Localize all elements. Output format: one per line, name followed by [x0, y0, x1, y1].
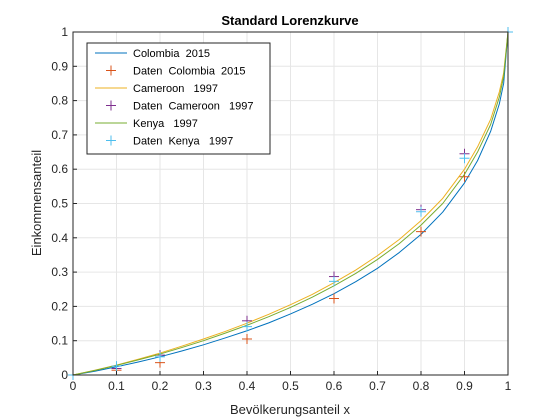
x-tick-label: 0 — [70, 379, 77, 393]
y-tick-label: 0.9 — [51, 59, 68, 73]
y-tick-label: 0.1 — [51, 334, 68, 348]
legend: Colombia 2015 Daten Colombia 2015 Cameroon… — [86, 42, 271, 155]
x-tick-label: 1 — [505, 379, 512, 393]
data-point — [111, 361, 122, 372]
y-tick-label: 0 — [61, 368, 68, 382]
y-axis-label: Einkommensanteil — [29, 150, 44, 256]
y-tick-label: 0.8 — [51, 94, 68, 108]
series-line-2 — [72, 31, 509, 376]
x-tick-label: 0.3 — [195, 379, 212, 393]
chart-title: Standard Lorenzkurve — [221, 13, 358, 28]
x-tick-label: 0.8 — [413, 379, 430, 393]
x-tick-label: 0.5 — [282, 379, 299, 393]
x-tick-label: 0.9 — [456, 379, 473, 393]
data-point — [242, 333, 252, 344]
data-point — [242, 321, 252, 332]
y-tick-label: 0.2 — [51, 299, 68, 313]
x-tick-label: 0.6 — [326, 379, 343, 393]
legend-label: Colombia 2015 — [133, 48, 210, 60]
data-point — [329, 293, 339, 304]
legend-swatch — [106, 100, 116, 111]
x-tick-label: 0.2 — [152, 379, 169, 393]
data-point — [155, 351, 165, 362]
legend-swatch — [106, 65, 116, 76]
y-tick-label: 1 — [61, 25, 68, 39]
x-tick-label: 0.7 — [369, 379, 386, 393]
ticks: 0 0.1 0.2 0.3 0.4 0.5 0.6 0.7 0.8 0.9 1 0 0.1 0.2 0.3 0… — [51, 25, 511, 393]
x-axis-label: Bevölkerungsanteil x — [230, 402, 350, 417]
legend-label: Daten Kenya 1997 — [133, 136, 233, 148]
legend-label: Cameroon 1997 — [133, 83, 218, 95]
data-point — [416, 226, 426, 237]
y-tick-label: 0.6 — [51, 162, 68, 176]
legend-swatch — [106, 135, 116, 146]
y-tick-label: 0.4 — [51, 231, 68, 245]
legend-box — [86, 42, 271, 155]
data-point — [329, 276, 339, 287]
series-line-0 — [72, 31, 509, 376]
legend-label: Daten Colombia 2015 — [133, 66, 246, 78]
legend-label: Kenya 1997 — [133, 118, 198, 130]
x-tick-label: 0.1 — [108, 379, 125, 393]
series-line-4 — [72, 31, 509, 376]
legend-label: Daten Cameroon 1997 — [133, 101, 253, 113]
x-tick-label: 0.4 — [239, 379, 256, 393]
y-tick-label: 0.5 — [51, 197, 68, 211]
data-point — [459, 153, 470, 164]
y-tick-label: 0.3 — [51, 265, 68, 279]
data-point — [416, 206, 426, 217]
y-tick-label: 0.7 — [51, 128, 68, 142]
